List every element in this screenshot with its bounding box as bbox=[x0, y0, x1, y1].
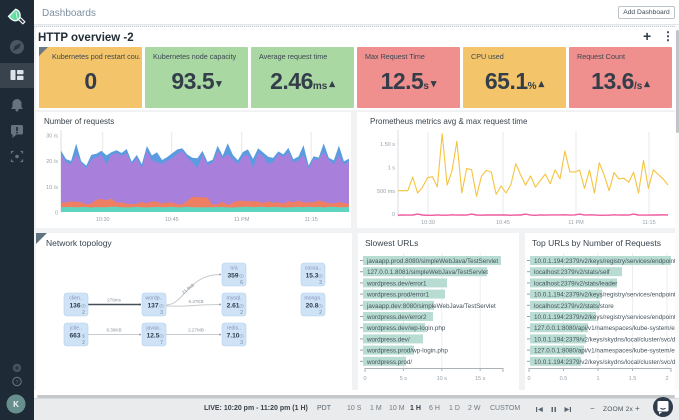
svg-text:localhost:2379/v2/stats/self: localhost:2379/v2/stats/self bbox=[534, 269, 610, 276]
svg-text:localhost:2379/v2/stats/leader: localhost:2379/v2/stats/leader bbox=[534, 280, 617, 287]
svg-text:7.10: 7.10 bbox=[227, 333, 240, 340]
svg-text:⟨/⟩: ⟨/⟩ bbox=[318, 273, 323, 278]
svg-text:3: 3 bbox=[240, 340, 243, 346]
svg-text:⟨/⟩: ⟨/⟩ bbox=[318, 303, 323, 308]
svg-text:20.8: 20.8 bbox=[306, 303, 319, 310]
svg-text:0: 0 bbox=[527, 376, 530, 382]
svg-text:mongo.: mongo. bbox=[304, 296, 321, 302]
svg-text:2: 2 bbox=[319, 310, 322, 316]
svg-text:10.0.1.194:2379/v2/keys/regist: 10.0.1.194:2379/v2/keys/registry/service… bbox=[534, 314, 675, 321]
svg-text:12.5: 12.5 bbox=[147, 333, 160, 340]
svg-text:javaapp.dev:8080/simpleWebJava: javaapp.dev:8080/simpleWebJava/TestServl… bbox=[366, 303, 496, 310]
svg-text:10.0.1.194:2379/v2/keys/regist: 10.0.1.194:2379/v2/keys/registry/service… bbox=[534, 292, 675, 299]
svg-text:n/a: n/a bbox=[230, 266, 237, 272]
svg-text:3: 3 bbox=[160, 310, 163, 316]
svg-text:10:45: 10:45 bbox=[165, 217, 179, 223]
svg-text:⟨/⟩: ⟨/⟩ bbox=[81, 303, 86, 308]
svg-text:11:15: 11:15 bbox=[305, 217, 318, 223]
svg-text:wordpress.prod/error1: wordpress.prod/error1 bbox=[366, 292, 429, 299]
svg-text:10 /s: 10 /s bbox=[46, 185, 58, 191]
svg-text:10.0.1.194:2379/v2/keys/regist: 10.0.1.194:2379/v2/keys/registry/service… bbox=[534, 258, 675, 265]
svg-text:?: ? bbox=[15, 380, 18, 386]
svg-text:21.9kB: 21.9kB bbox=[181, 282, 195, 295]
svg-text:cassa..: cassa.. bbox=[305, 266, 321, 272]
svg-text:3: 3 bbox=[319, 280, 322, 286]
svg-text:1 s: 1 s bbox=[388, 166, 396, 172]
svg-text:137: 137 bbox=[147, 303, 158, 310]
svg-text:javaa..: javaa.. bbox=[145, 326, 161, 332]
svg-text:10:30: 10:30 bbox=[96, 217, 110, 223]
svg-text:127.0.0.1:8080/api/v1/namespac: 127.0.0.1:8080/api/v1/namespaces/kube-sy… bbox=[534, 325, 675, 332]
svg-text:10 s: 10 s bbox=[437, 376, 448, 382]
svg-text:5 s: 5 s bbox=[400, 376, 408, 382]
svg-text:redis..: redis.. bbox=[227, 326, 241, 332]
svg-text:jclie..: jclie.. bbox=[69, 326, 82, 332]
svg-text:wordpress.dev/error1: wordpress.dev/error1 bbox=[366, 280, 427, 287]
svg-text:663: 663 bbox=[69, 333, 80, 340]
svg-text:⟨/⟩: ⟨/⟩ bbox=[159, 303, 164, 308]
svg-text:15.3: 15.3 bbox=[306, 273, 319, 280]
svg-text:wordpress.prod/wp-login.php: wordpress.prod/wp-login.php bbox=[366, 348, 448, 355]
svg-text:1: 1 bbox=[596, 376, 599, 382]
svg-text:$: $ bbox=[82, 333, 85, 338]
svg-text:1.5: 1.5 bbox=[629, 376, 637, 382]
svg-text:10:45: 10:45 bbox=[496, 220, 510, 226]
svg-text:⟨/⟩: ⟨/⟩ bbox=[159, 333, 164, 338]
svg-text:⟨/⟩: ⟨/⟩ bbox=[239, 333, 244, 338]
svg-text:wordpress.dev/: wordpress.dev/ bbox=[366, 336, 410, 343]
svg-text:10:30: 10:30 bbox=[421, 220, 435, 226]
svg-text:6: 6 bbox=[240, 280, 243, 286]
svg-text:2: 2 bbox=[82, 340, 85, 346]
svg-text:⟨/⟩: ⟨/⟩ bbox=[239, 303, 244, 308]
svg-text:wordp..: wordp.. bbox=[145, 296, 162, 302]
svg-text:10.0.1.194:2379/v2/keys/skydns: 10.0.1.194:2379/v2/keys/skydns/local/clu… bbox=[534, 336, 675, 343]
svg-text:15 s: 15 s bbox=[475, 376, 486, 382]
svg-text:K: K bbox=[13, 400, 19, 409]
svg-text:7: 7 bbox=[160, 340, 163, 346]
svg-text:2: 2 bbox=[240, 310, 243, 316]
svg-text:30 /s: 30 /s bbox=[46, 133, 58, 139]
svg-text:2: 2 bbox=[665, 376, 668, 382]
svg-text:0.5: 0.5 bbox=[560, 376, 568, 382]
svg-text:localhost:2379/v2/stats/store: localhost:2379/v2/stats/store bbox=[534, 303, 614, 310]
svg-text:0: 0 bbox=[392, 212, 395, 218]
svg-text:127.0.0.1:8080/api/v1/namespac: 127.0.0.1:8080/api/v1/namespaces/kube-sy… bbox=[534, 348, 675, 355]
svg-text:wordpress.dev/error2: wordpress.dev/error2 bbox=[366, 314, 427, 321]
svg-text:wordpress.dev/wp-login.php: wordpress.dev/wp-login.php bbox=[366, 325, 446, 332]
svg-text:11 PM: 11 PM bbox=[568, 220, 584, 226]
svg-text:11 PM: 11 PM bbox=[234, 217, 250, 223]
svg-text:500 ms: 500 ms bbox=[377, 189, 395, 195]
svg-text:2.27MB: 2.27MB bbox=[188, 328, 204, 333]
svg-text:mysql.: mysql. bbox=[227, 296, 242, 302]
svg-text:10.0.1.194:2379/v2/keys/skydns: 10.0.1.194:2379/v2/keys/skydns/local/clu… bbox=[534, 359, 675, 366]
svg-text:6.37KB: 6.37KB bbox=[188, 299, 203, 304]
svg-text:2.61: 2.61 bbox=[227, 303, 240, 310]
svg-text:8.38KB: 8.38KB bbox=[106, 328, 121, 333]
svg-text:276ms: 276ms bbox=[107, 298, 121, 303]
svg-text:11:15: 11:15 bbox=[642, 220, 655, 226]
svg-text:0: 0 bbox=[55, 211, 58, 217]
svg-text:20 /s: 20 /s bbox=[46, 159, 58, 165]
svg-text:0: 0 bbox=[363, 376, 366, 382]
svg-text:wordpress.prod/: wordpress.prod/ bbox=[366, 359, 412, 366]
svg-text:javaapp.prod.8080/simpleWebJav: javaapp.prod.8080/simpleWebJava/TestServ… bbox=[366, 258, 498, 265]
svg-text:clien..: clien.. bbox=[69, 296, 83, 302]
svg-text:2: 2 bbox=[82, 310, 85, 316]
svg-text:⟨/⟩: ⟨/⟩ bbox=[239, 273, 244, 278]
svg-text:136: 136 bbox=[69, 303, 80, 310]
svg-text:1.50 s: 1.50 s bbox=[380, 142, 395, 148]
svg-text:359: 359 bbox=[227, 273, 238, 280]
svg-text:127.0.0.1.8081/simpleWebJava/T: 127.0.0.1.8081/simpleWebJava/TestServlet bbox=[367, 269, 488, 276]
